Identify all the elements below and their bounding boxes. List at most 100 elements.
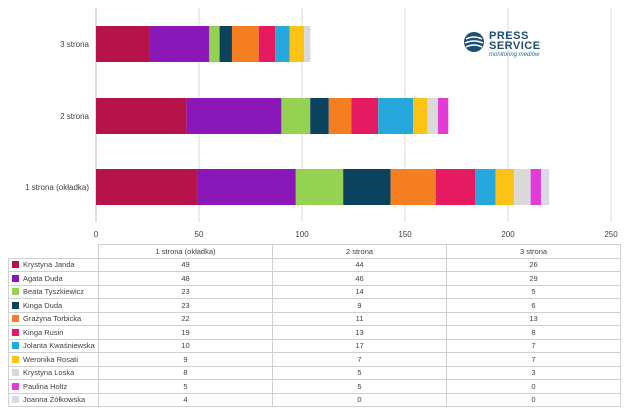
bar-segment: [514, 169, 531, 205]
x-tick-label: 200: [501, 230, 515, 239]
bar-segment: [427, 98, 438, 134]
value-cell: 23: [98, 298, 273, 313]
column-header: 2 strona: [272, 244, 447, 259]
value-cell: 0: [446, 379, 621, 394]
legend-swatch: [12, 396, 19, 404]
logo-wordmark: PRESS SERVICE: [489, 30, 541, 52]
table-row: Paulina Holtz 5 5 0: [8, 379, 621, 394]
legend-swatch: [12, 328, 19, 336]
value-cell: 9: [272, 298, 447, 313]
value-cell: 14: [272, 284, 447, 299]
logo-tagline: monitoring mediów: [489, 52, 540, 58]
stacked-bar-chart: 0 50 100 150 200 250 1 strona (okładka) 2 stron…: [25, 8, 618, 239]
value-cell: 7: [446, 338, 621, 353]
value-cell: 10: [98, 338, 273, 353]
table-row: Kinga Duda 23 9 6: [8, 298, 621, 313]
value-cell: 17: [272, 338, 447, 353]
x-tick-label: 150: [398, 230, 412, 239]
x-tick-label: 100: [295, 230, 309, 239]
value-cell: 5: [98, 379, 273, 394]
category-label: 1 strona (okładka): [25, 183, 89, 192]
series-name-cell: Kinga Rusin: [8, 325, 99, 340]
legend-swatch: [12, 342, 19, 350]
table-row: Kinga Rusin 19 13 8: [8, 325, 621, 340]
series-name-cell: Grażyna Torbicka: [8, 311, 99, 326]
press-service-logo: [460, 30, 560, 60]
value-cell: 29: [446, 271, 621, 286]
x-tick-label: 0: [94, 230, 99, 239]
legend-swatch: [12, 369, 19, 377]
legend-swatch: [12, 355, 19, 363]
series-name-cell: Jolanta Kwaśniewska: [8, 338, 99, 353]
series-name: Krystyna Loska: [23, 368, 75, 378]
bar-segment: [186, 98, 282, 134]
value-cell: 8: [446, 325, 621, 340]
bar-segment: [475, 169, 496, 205]
value-cell: 26: [446, 257, 621, 272]
bar-segment: [219, 26, 232, 62]
bar-segment: [390, 169, 436, 205]
value-cell: 13: [272, 325, 447, 340]
x-tick-label: 250: [604, 230, 618, 239]
value-cell: 9: [98, 352, 273, 367]
table-row: Grażyna Torbicka 22 11 13: [8, 311, 621, 326]
value-cell: 0: [446, 392, 621, 407]
table-row: Beata Tyszkiewicz 23 14 5: [8, 284, 621, 299]
series-name: Joanna Żółkowska: [23, 395, 86, 405]
series-name: Agata Duda: [23, 273, 63, 283]
bar-segment: [495, 169, 515, 205]
table-header-row: 1 strona (okładka) 2 strona 3 strona: [8, 244, 621, 259]
bar-segment: [149, 26, 210, 62]
value-cell: 13: [446, 311, 621, 326]
value-cell: 6: [446, 298, 621, 313]
series-name: Weronika Rosati: [23, 354, 78, 364]
value-cell: 8: [98, 365, 273, 380]
column-header: 1 strona (okładka): [98, 244, 273, 259]
data-table: 1 strona (okładka) 2 strona 3 strona Kry…: [8, 244, 621, 407]
series-name-cell: Kinga Duda: [8, 298, 99, 313]
table-row: Jolanta Kwaśniewska 10 17 7: [8, 338, 621, 353]
table-row: Joanna Żółkowska 4 0 0: [8, 392, 621, 407]
value-cell: 44: [272, 257, 447, 272]
value-cell: 46: [272, 271, 447, 286]
series-name-cell: Krystyna Loska: [8, 365, 99, 380]
bar-segment: [196, 169, 296, 205]
bar-segment: [231, 26, 259, 62]
bar-segment: [351, 98, 379, 134]
series-name: Grażyna Torbicka: [23, 314, 82, 324]
table-corner: [8, 244, 99, 259]
table-row: Krystyna Janda 49 44 26: [8, 257, 621, 272]
value-cell: 23: [98, 284, 273, 299]
legend-swatch: [12, 261, 19, 269]
bar-segment: [413, 98, 428, 134]
category-label: 3 strona: [60, 40, 89, 49]
bar-segment: [96, 169, 197, 205]
series-name-cell: Agata Duda: [8, 271, 99, 286]
series-name-cell: Paulina Holtz: [8, 379, 99, 394]
table-row: Weronika Rosati 9 7 7: [8, 352, 621, 367]
value-cell: 48: [98, 271, 273, 286]
legend-swatch: [12, 315, 19, 323]
value-cell: 22: [98, 311, 273, 326]
bar-segment: [378, 98, 414, 134]
series-name: Beata Tyszkiewicz: [23, 287, 85, 297]
bar-segment: [310, 98, 329, 134]
bar-segment: [540, 169, 550, 205]
value-cell: 5: [272, 365, 447, 380]
bar-segment: [295, 169, 344, 205]
value-cell: 4: [98, 392, 273, 407]
logo-globe-icon: [464, 32, 484, 52]
value-cell: 5: [272, 379, 447, 394]
bar-segment: [343, 169, 391, 205]
bar-segment: [281, 98, 311, 134]
value-cell: 11: [272, 311, 447, 326]
bar-segment: [209, 26, 220, 62]
bar-segment: [437, 98, 449, 134]
series-name: Krystyna Janda: [23, 260, 75, 270]
bar-segment: [275, 26, 290, 62]
series-name: Kinga Duda: [23, 300, 63, 310]
legend-swatch: [12, 274, 19, 282]
category-label: 2 strona: [60, 112, 89, 121]
series-name-cell: Beata Tyszkiewicz: [8, 284, 99, 299]
value-cell: 7: [446, 352, 621, 367]
